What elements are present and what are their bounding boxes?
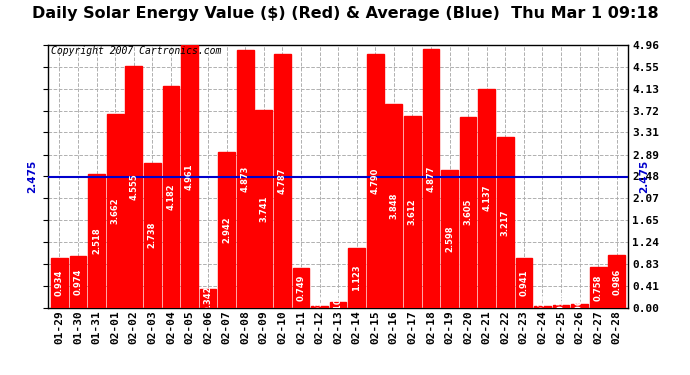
Bar — [478, 88, 495, 308]
Bar — [460, 117, 477, 308]
Text: 4.961: 4.961 — [185, 163, 194, 189]
Text: 3.662: 3.662 — [110, 197, 119, 224]
Bar — [218, 152, 235, 308]
Bar — [88, 174, 105, 308]
Text: 3.848: 3.848 — [389, 192, 398, 219]
Text: 0.749: 0.749 — [297, 274, 306, 301]
Text: 0.974: 0.974 — [74, 268, 83, 295]
Bar — [404, 116, 421, 308]
Text: 1.123: 1.123 — [352, 264, 361, 291]
Text: 3.217: 3.217 — [501, 209, 510, 236]
Text: 4.555: 4.555 — [129, 174, 138, 200]
Bar — [330, 302, 346, 307]
Text: 0.067: 0.067 — [575, 292, 584, 319]
Text: 0.941: 0.941 — [520, 269, 529, 296]
Bar — [441, 170, 458, 308]
Text: 0.758: 0.758 — [593, 274, 602, 301]
Bar — [126, 66, 142, 308]
Text: 2.518: 2.518 — [92, 228, 101, 254]
Bar — [144, 163, 161, 308]
Bar — [609, 255, 625, 308]
Bar — [199, 290, 217, 308]
Bar — [497, 137, 513, 308]
Bar — [590, 267, 607, 308]
Bar — [107, 114, 124, 308]
Text: 0.053: 0.053 — [557, 293, 566, 319]
Text: Copyright 2007 Cartronics.com: Copyright 2007 Cartronics.com — [51, 46, 221, 56]
Bar — [348, 248, 365, 308]
Text: 2.598: 2.598 — [445, 225, 454, 252]
Text: 4.137: 4.137 — [482, 185, 491, 211]
Text: 4.182: 4.182 — [166, 183, 175, 210]
Text: 3.612: 3.612 — [408, 199, 417, 225]
Bar — [237, 50, 254, 308]
Text: 0.986: 0.986 — [612, 268, 621, 295]
Text: 3.741: 3.741 — [259, 195, 268, 222]
Text: 4.877: 4.877 — [426, 165, 435, 192]
Bar — [553, 305, 569, 308]
Bar — [163, 86, 179, 308]
Bar — [534, 306, 551, 308]
Bar — [70, 256, 86, 307]
Text: Daily Solar Energy Value ($) (Red) & Average (Blue)  Thu Mar 1 09:18: Daily Solar Energy Value ($) (Red) & Ave… — [32, 6, 658, 21]
Text: 0.025: 0.025 — [538, 294, 547, 320]
Text: 0.105: 0.105 — [333, 291, 343, 318]
Text: 3.605: 3.605 — [464, 199, 473, 225]
Text: 2.475: 2.475 — [639, 160, 649, 193]
Text: 0.342: 0.342 — [204, 285, 213, 312]
Bar — [255, 110, 272, 308]
Bar — [181, 45, 198, 308]
Bar — [293, 268, 309, 308]
Bar — [367, 54, 384, 307]
Text: 4.787: 4.787 — [278, 168, 287, 194]
Bar — [274, 54, 290, 307]
Bar — [311, 306, 328, 308]
Text: 2.738: 2.738 — [148, 222, 157, 248]
Text: 0.036: 0.036 — [315, 293, 324, 320]
Bar — [386, 104, 402, 308]
Bar — [51, 258, 68, 308]
Text: 0.934: 0.934 — [55, 270, 64, 296]
Text: 4.873: 4.873 — [241, 165, 250, 192]
Bar — [515, 258, 532, 307]
Bar — [571, 304, 588, 307]
Text: 2.942: 2.942 — [222, 216, 231, 243]
Bar — [422, 50, 440, 308]
Text: 4.790: 4.790 — [371, 168, 380, 194]
Text: 2.475: 2.475 — [27, 160, 37, 193]
